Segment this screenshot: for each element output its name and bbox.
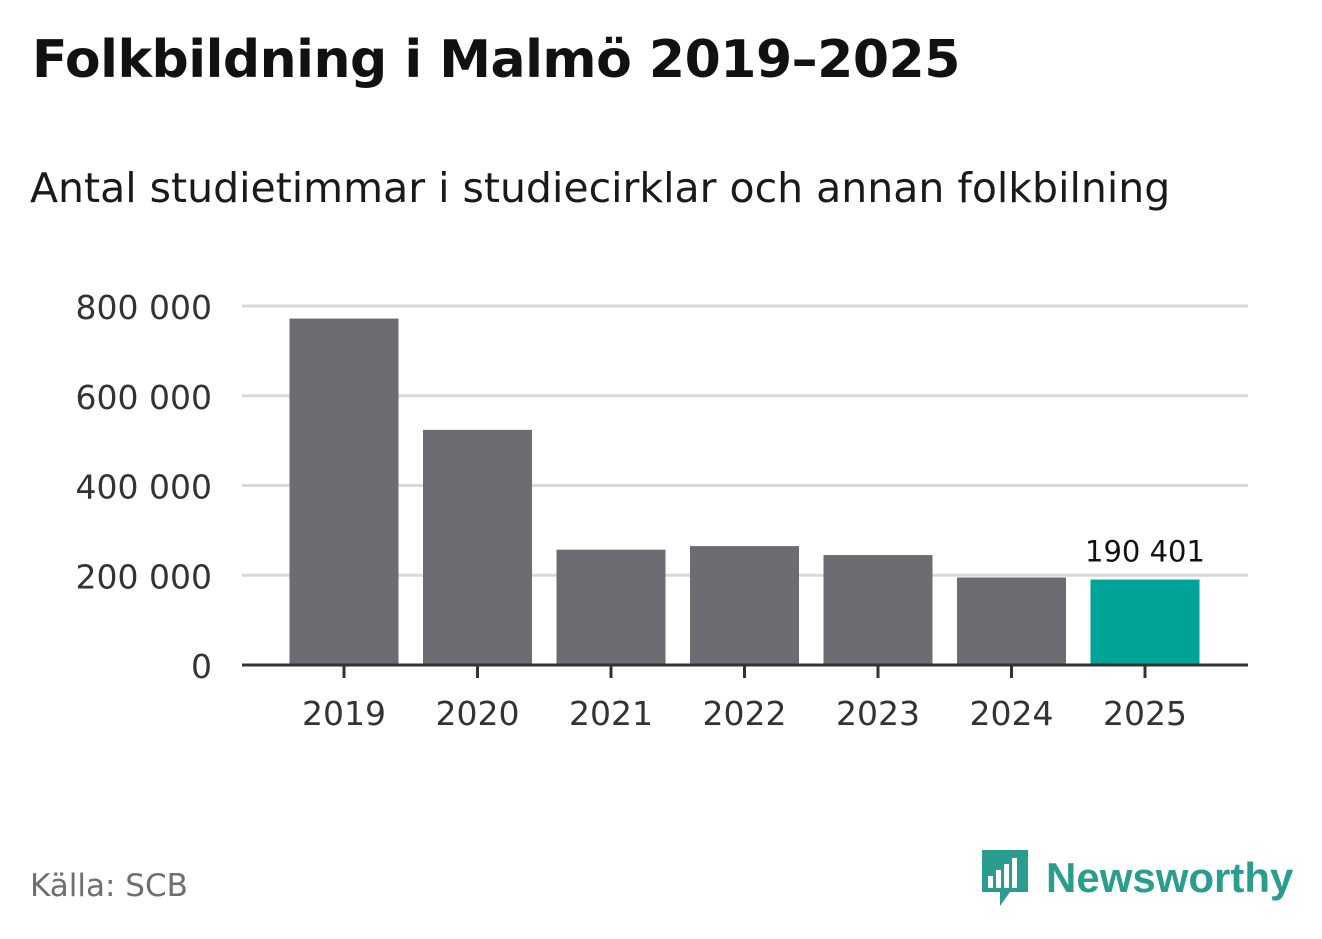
bar xyxy=(1090,579,1200,665)
x-tick-label: 2024 xyxy=(970,694,1054,733)
newsworthy-logo-text: Newsworthy xyxy=(1046,854,1294,901)
x-tick-label: 2023 xyxy=(836,694,920,733)
bar xyxy=(423,429,532,665)
bar xyxy=(957,577,1066,665)
bar xyxy=(289,318,399,665)
bar xyxy=(690,546,799,665)
bar xyxy=(823,555,933,665)
newsworthy-logo: Newsworthy xyxy=(980,848,1293,908)
x-tick-label: 2020 xyxy=(436,694,520,733)
chart-subtitle: Antal studietimmar i studiecirklar och a… xyxy=(30,164,1171,212)
x-tick-label: 2022 xyxy=(703,694,787,733)
y-tick-label: 600 000 xyxy=(76,378,212,417)
chart-title: Folkbildning i Malmö 2019–2025 xyxy=(32,30,960,90)
y-tick-label: 800 000 xyxy=(76,288,212,327)
data-label: 190 401 xyxy=(1085,535,1205,569)
x-tick-label: 2025 xyxy=(1103,694,1187,733)
newsworthy-logo-icon xyxy=(982,850,1028,906)
x-tick-label: 2019 xyxy=(302,694,386,733)
y-tick-label: 200 000 xyxy=(76,557,212,596)
bar xyxy=(556,549,666,665)
source-label: Källa: SCB xyxy=(30,868,188,904)
x-tick-label: 2021 xyxy=(569,694,653,733)
y-tick-label: 0 xyxy=(191,647,212,686)
y-tick-label: 400 000 xyxy=(76,468,212,507)
